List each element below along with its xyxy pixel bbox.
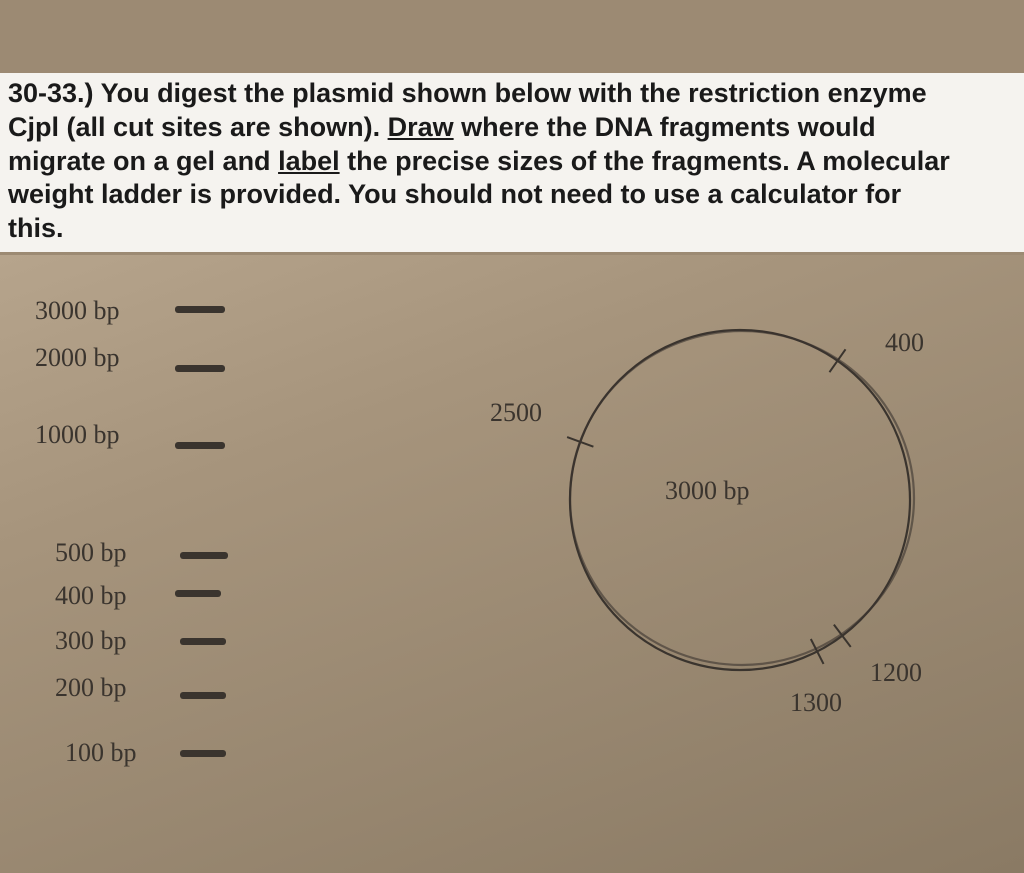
ladder-label: 300 bp: [55, 628, 127, 654]
ladder-band: [175, 590, 221, 597]
plasmid-size-label: 3000 bp: [665, 478, 750, 504]
draw-word: Draw: [388, 112, 454, 142]
question-line4: weight ladder is provided. You should no…: [8, 179, 901, 209]
ladder-band: [180, 552, 228, 559]
cut-site-tick: [834, 625, 851, 647]
question-line1: You digest the plasmid shown below with …: [94, 78, 927, 108]
question-text: 30-33.) You digest the plasmid shown bel…: [0, 73, 1024, 252]
question-line2b: where the DNA fragments would: [454, 112, 876, 142]
ladder-label: 1000 bp: [35, 422, 120, 448]
cut-site-tick: [811, 639, 824, 664]
cut-site-tick: [829, 349, 845, 372]
ladder-label: 3000 bp: [35, 298, 120, 324]
ladder-band: [175, 306, 225, 313]
ladder-band: [175, 442, 225, 449]
ladder-band: [180, 692, 226, 699]
question-line3b: the precise sizes of the fragments. A mo…: [340, 146, 950, 176]
question-line5: this.: [8, 213, 64, 243]
ladder-label: 2000 bp: [35, 345, 120, 371]
cut-site-label: 1200: [870, 660, 922, 686]
cut-site-label: 1300: [790, 690, 842, 716]
question-line2a: Cjpl (all cut sites are shown).: [8, 112, 388, 142]
question-number: 30-33.): [8, 78, 94, 108]
question-line3a: migrate on a gel and: [8, 146, 278, 176]
cut-site-label: 400: [885, 330, 924, 356]
ladder-band: [180, 638, 226, 645]
cut-site-label: 2500: [490, 400, 542, 426]
ladder-label: 500 bp: [55, 540, 127, 566]
plasmid-diagram: [500, 300, 980, 780]
ladder-label: 100 bp: [65, 740, 137, 766]
ladder-label: 400 bp: [55, 583, 127, 609]
ladder-band: [175, 365, 225, 372]
ladder-band: [180, 750, 226, 757]
ladder-label: 200 bp: [55, 675, 127, 701]
label-word: label: [278, 146, 340, 176]
